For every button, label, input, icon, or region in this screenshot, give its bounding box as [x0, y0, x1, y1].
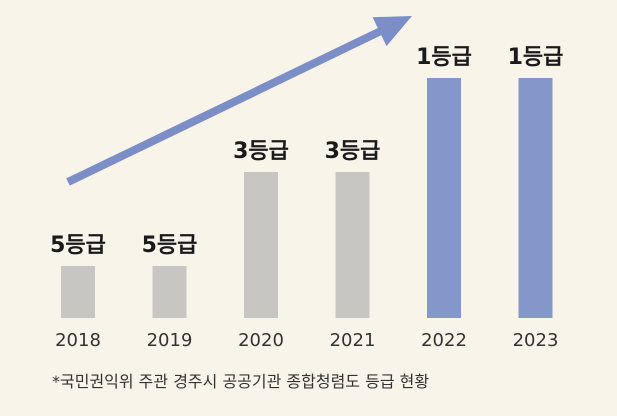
footnote: *국민권익위 주관 경주시 공공기관 종합청렴도 등급 현황 [52, 372, 430, 391]
bar-2019 [152, 266, 187, 318]
data-label-2020: 3등급 [233, 139, 289, 164]
data-label-2021: 3등급 [325, 139, 381, 164]
x-tick-2023: 2023 [513, 330, 559, 351]
x-tick-labels: 2018 2019 2020 2021 2022 2023 [55, 330, 558, 351]
bar-2022 [427, 78, 461, 318]
bar-2021 [335, 172, 370, 318]
trend-arrow-shaft [66, 27, 384, 186]
trend-arrow [66, 16, 412, 186]
x-tick-2018: 2018 [55, 330, 101, 351]
data-label-2023: 1등급 [508, 45, 564, 70]
bar-2020 [244, 172, 278, 318]
data-label-2019: 5등급 [142, 233, 198, 258]
x-tick-2020: 2020 [238, 330, 284, 351]
x-tick-2021: 2021 [330, 330, 376, 351]
data-labels: 5등급 5등급 3등급 3등급 1등급 1등급 [50, 45, 563, 258]
x-tick-2022: 2022 [421, 330, 467, 351]
bar-2023 [518, 78, 553, 318]
bars [61, 78, 553, 318]
x-tick-2019: 2019 [147, 330, 193, 351]
data-label-2022: 1등급 [416, 45, 472, 70]
trend-arrow-head [372, 16, 412, 47]
data-label-2018: 5등급 [50, 233, 106, 258]
bar-2018 [61, 266, 95, 318]
